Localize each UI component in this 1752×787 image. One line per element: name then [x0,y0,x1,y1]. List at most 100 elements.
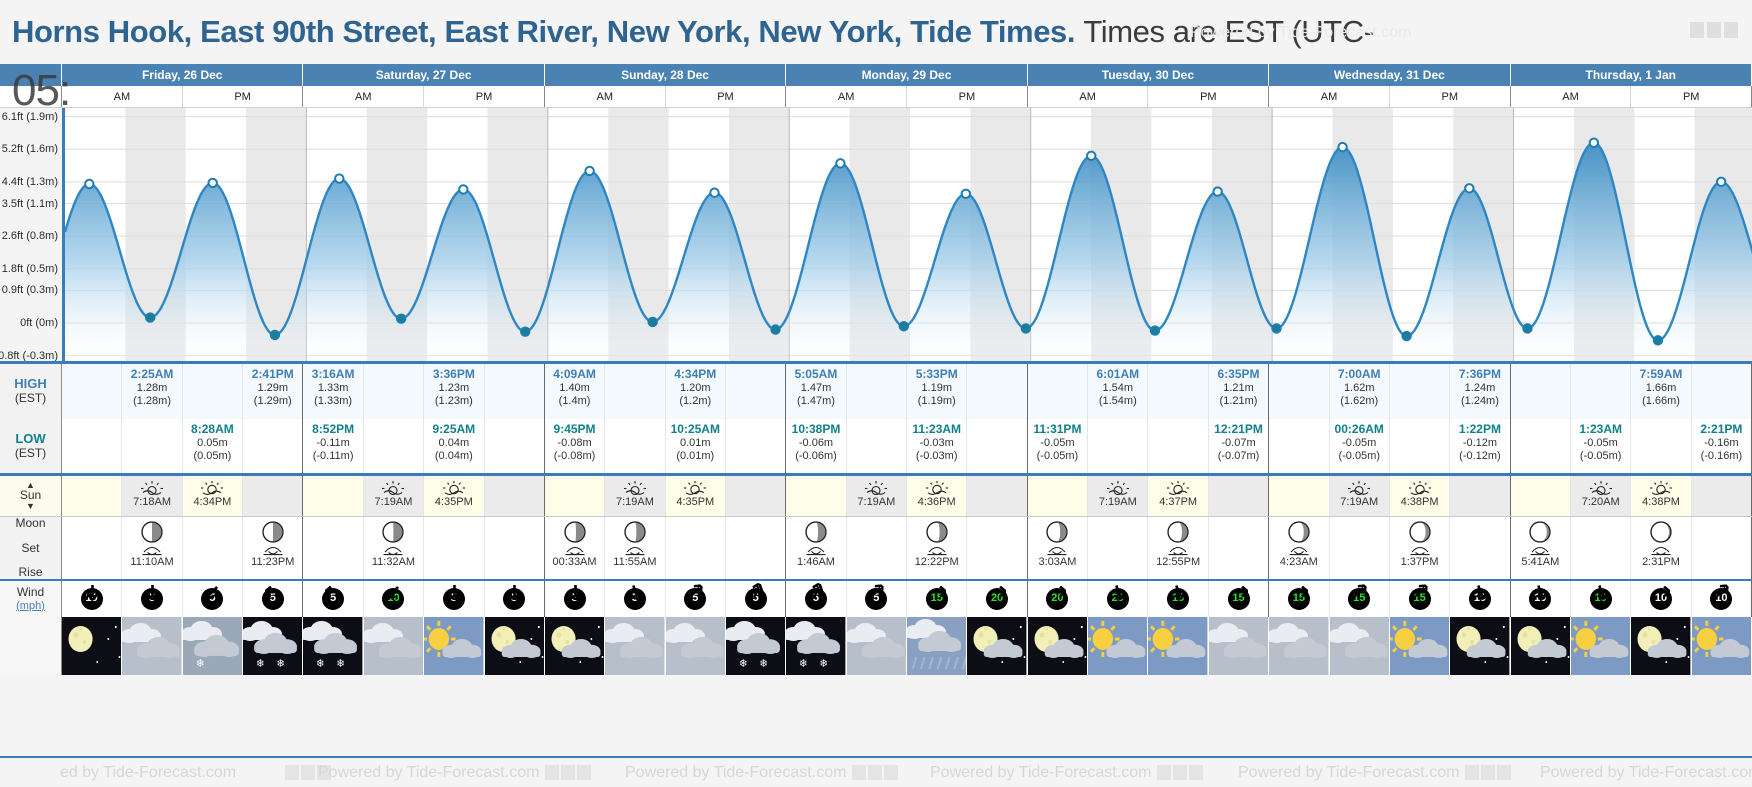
high-tide-height: 1.28m [136,381,168,394]
sun-cell-21: 7:19AM [1329,476,1390,516]
wind-cell-20: 15 [1269,581,1330,617]
moon-cell-21 [1329,517,1390,579]
caret-down-icon: ▼ [26,500,35,511]
tide-extreme-marker-19 [1271,323,1282,334]
low-tide-height-alt: (-0.16m) [1700,450,1743,463]
wind-cell-6: 5 [424,581,485,617]
half-day-header-am-0: AM [62,86,183,107]
download-icon[interactable] [868,765,882,780]
wind-indicator: 10 [1463,584,1497,612]
sunset-time: 4:38PM [1642,496,1680,509]
high-label: HIGH [14,376,47,392]
low-tide-cell-8: 9:45PM -0.08m (-0.08m) [544,419,606,473]
wind-indicator: 5 [195,585,229,612]
sunrise-icon [141,481,164,496]
wind-label: Wind [16,584,45,599]
wind-cell-3: 5 [243,581,304,617]
wind-direction-arrow-icon [627,581,643,601]
moon-phase-icon [262,521,284,543]
moonrise-icon [263,546,283,556]
weather-partly-sunny-icon [1148,617,1208,675]
high-tide-cell-20 [1269,364,1330,419]
info-icon[interactable] [1497,765,1511,780]
high-tide-height: 1.23m [438,381,470,394]
moon-cell-1: 11:10AM [122,517,183,579]
sun-label: Sun [19,488,42,503]
tide-extreme-marker-4 [334,173,345,184]
wind-cell-8: 5 [544,581,606,617]
sun-cell-23 [1450,476,1511,516]
low-tide-cell-20 [1269,419,1330,473]
wind-indicator: 15 [1161,584,1195,612]
wind-direction-arrow-icon [867,581,887,601]
info-icon[interactable] [1189,765,1203,780]
tide-extreme-marker-9 [647,316,658,328]
sunset-time: 4:37PM [1159,496,1198,509]
half-day-header-pm-2: PM [666,86,787,107]
wind-indicator: 5 [437,583,471,612]
moon-set-time: 11:55AM [613,556,657,568]
wind-indicator: 5 [497,584,531,612]
wind-cell-25: 10 [1570,581,1632,617]
low-tide-height: 0.05m [197,436,228,449]
wind-indicator: 5 [799,581,833,612]
share-icon[interactable] [545,765,559,780]
high-tide-cell-8: 4:09AM 1.40m (1.4m) [544,364,606,419]
download-icon[interactable] [1481,765,1495,780]
y-axis-tick-2: 4.4ft (1.3m) [1,175,58,188]
weather-partly-sunny-icon [1691,617,1752,675]
wind-unit-link[interactable]: (mph) [16,599,45,612]
moon-set-time: 11:32AM [371,556,416,568]
info-icon[interactable] [1724,22,1738,38]
share-icon[interactable] [285,765,299,780]
share-icon[interactable] [852,765,866,780]
info-icon[interactable] [884,765,898,780]
sunset-icon [684,481,707,496]
svg-text:❄: ❄ [759,658,768,670]
wind-direction-arrow-icon [448,583,461,601]
moon-set-label: Set [21,540,40,555]
weather-row-label [0,617,62,675]
low-tide-cell-24 [1510,419,1571,473]
day-header-3: Monday, 29 Dec [786,64,1028,86]
moon-cell-16: 3:03AM [1027,517,1089,579]
info-icon[interactable] [577,765,591,780]
info-icon[interactable] [317,765,331,780]
sun-row: ▲ Sun ▼ 7:18AM 4:34PM 7:19AM 4:35PM 7:19AM 4:… [0,473,1752,516]
low-tide-height: -0.05m [1342,436,1377,449]
moon-cell-3: 11:23PM [243,517,304,579]
high-tide-cell-11 [725,364,787,419]
wind-cell-7: 5 [484,581,545,617]
wind-direction-arrow-icon [1110,581,1126,601]
sun-cell-6: 4:35PM [424,476,485,516]
high-tide-cell-4: 3:16AM 1.33m (1.33m) [303,364,364,419]
high-tide-cell-6: 3:36PM 1.23m (1.23m) [424,364,485,419]
weather-icon-cell-14 [907,617,968,675]
moon-rise-time: 5:41AM [1521,556,1560,568]
share-icon[interactable] [1465,765,1479,780]
wind-direction-arrow-icon [203,581,223,601]
low-tide-cell-19: 12:21PM -0.07m (-0.07m) [1208,419,1270,473]
y-axis-tick-7: 0ft (0m) [20,316,58,329]
high-tide-time: 7:00AM [1337,367,1381,381]
download-icon[interactable] [1173,765,1187,780]
download-icon[interactable] [561,765,575,780]
wind-row-label: Wind (mph) [0,581,62,617]
download-icon[interactable] [1707,22,1721,38]
day-header-4: Tuesday, 30 Dec [1028,64,1270,86]
high-tide-cell-26: 7:59AM 1.66m (1.66m) [1631,364,1692,419]
weather-rain-icon [907,617,967,675]
wind-indicator: 5 [618,584,652,612]
share-icon[interactable] [1690,22,1704,38]
wind-speed-badge: 5 [744,587,767,610]
weather-icon-cell-8 [544,617,606,675]
moonrise-icon [1047,546,1067,556]
low-tide-height-alt: (-0.11m) [312,450,354,463]
sunset-icon [1167,481,1190,496]
download-icon[interactable] [301,765,315,780]
tide-extreme-marker-20 [1337,141,1348,153]
moon-cell-11 [725,517,787,579]
wind-indicator: 5 [135,584,169,612]
share-icon[interactable] [1157,765,1171,780]
moon-row-label: Moon Set Rise [0,517,62,579]
